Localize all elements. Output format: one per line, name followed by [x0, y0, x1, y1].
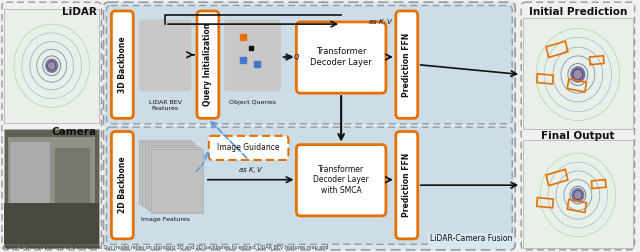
Text: Image Features: Image Features	[141, 217, 189, 222]
Text: Figure 3. Overall pipeline of TransFusion. Our model relies on standard 3D and 2: Figure 3. Overall pipeline of TransFusio…	[3, 245, 328, 250]
Text: Camera: Camera	[51, 127, 97, 137]
Text: 3D Backbone: 3D Backbone	[118, 36, 127, 93]
Text: LiDAR: LiDAR	[61, 7, 97, 17]
Text: LiDAR-Camera Fusion: LiDAR-Camera Fusion	[430, 234, 512, 243]
Text: LiDAR BEV
Features: LiDAR BEV Features	[148, 100, 182, 111]
FancyBboxPatch shape	[209, 136, 289, 160]
Text: 2D Backbone: 2D Backbone	[118, 157, 127, 213]
Text: Transformer
Decoder Layer
with SMCA: Transformer Decoder Layer with SMCA	[313, 165, 369, 195]
Text: Object Queries: Object Queries	[229, 100, 276, 105]
Text: Final Output: Final Output	[541, 132, 614, 141]
Text: as $K, V$: as $K, V$	[238, 165, 264, 175]
FancyBboxPatch shape	[104, 2, 515, 250]
Text: Prediction FFN: Prediction FFN	[403, 33, 412, 97]
FancyBboxPatch shape	[111, 11, 133, 118]
FancyBboxPatch shape	[140, 20, 191, 91]
Text: as $K, V$: as $K, V$	[368, 17, 394, 27]
FancyBboxPatch shape	[523, 140, 632, 248]
Text: Query Initialization: Query Initialization	[204, 23, 212, 106]
FancyBboxPatch shape	[523, 18, 632, 129]
Circle shape	[571, 67, 585, 82]
FancyBboxPatch shape	[4, 9, 99, 123]
FancyBboxPatch shape	[151, 149, 203, 212]
FancyBboxPatch shape	[197, 11, 219, 118]
FancyBboxPatch shape	[225, 20, 280, 91]
Text: Image Guidance: Image Guidance	[218, 143, 280, 152]
Circle shape	[575, 192, 581, 198]
FancyBboxPatch shape	[296, 22, 386, 93]
FancyBboxPatch shape	[4, 129, 99, 248]
FancyBboxPatch shape	[4, 203, 99, 244]
FancyBboxPatch shape	[8, 137, 95, 214]
FancyBboxPatch shape	[145, 145, 197, 208]
FancyBboxPatch shape	[106, 127, 512, 244]
Circle shape	[572, 188, 584, 202]
Text: Prediction FFN: Prediction FFN	[403, 153, 412, 217]
FancyBboxPatch shape	[148, 147, 200, 210]
FancyBboxPatch shape	[111, 132, 133, 239]
Circle shape	[575, 71, 581, 78]
FancyBboxPatch shape	[296, 145, 386, 216]
Text: Initial Prediction: Initial Prediction	[529, 7, 627, 17]
Circle shape	[45, 59, 58, 72]
FancyBboxPatch shape	[106, 6, 512, 124]
FancyBboxPatch shape	[396, 132, 418, 239]
Circle shape	[49, 62, 54, 69]
FancyBboxPatch shape	[140, 140, 191, 204]
FancyBboxPatch shape	[54, 148, 90, 203]
FancyBboxPatch shape	[396, 11, 418, 118]
FancyBboxPatch shape	[10, 142, 50, 203]
Text: as $Q$: as $Q$	[284, 52, 301, 62]
Text: Transformer
Decoder Layer: Transformer Decoder Layer	[310, 47, 372, 67]
FancyBboxPatch shape	[142, 142, 194, 206]
